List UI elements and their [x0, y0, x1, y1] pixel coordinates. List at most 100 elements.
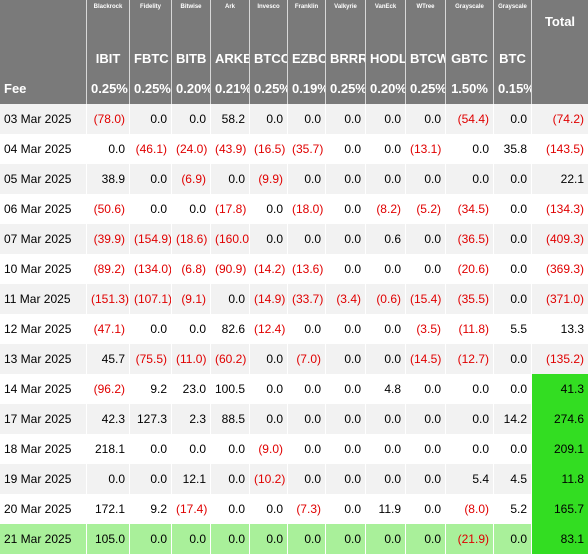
flow-cell: 0.0	[445, 374, 493, 404]
fee-cell: 0.20%	[171, 73, 210, 104]
issuer-cell: Bitwise	[171, 0, 210, 43]
flow-cell: (10.2)	[249, 464, 287, 494]
table-row: 13 Mar 2025 45.7 (75.5) (11.0) (60.2) 0.0 (7.0…	[0, 344, 588, 374]
flow-cell: 0.0	[210, 494, 249, 524]
flow-cell: 0.0	[325, 374, 365, 404]
total-cell: 22.1	[531, 164, 588, 194]
flow-cell: 0.0	[365, 164, 405, 194]
flow-cell: 0.0	[129, 464, 171, 494]
table-row: 12 Mar 2025 (47.1) 0.0 0.0 82.6 (12.4) 0.0 0.0 0…	[0, 314, 588, 344]
flow-cell: (78.0)	[86, 104, 129, 134]
flow-cell: 0.0	[129, 314, 171, 344]
flow-cell: (60.2)	[210, 344, 249, 374]
flow-cell: (46.1)	[129, 134, 171, 164]
flow-cell: (7.0)	[287, 344, 325, 374]
table-row: 06 Mar 2025 (50.6) 0.0 0.0 (17.8) 0.0 (18.0) 0.…	[0, 194, 588, 224]
flow-cell: 0.0	[365, 344, 405, 374]
fee-label: Fee	[0, 73, 86, 104]
date-cell: 10 Mar 2025	[0, 254, 86, 284]
flow-cell: 0.0	[325, 404, 365, 434]
issuer-cell: Invesco	[249, 0, 287, 43]
flow-cell: 0.0	[287, 524, 325, 554]
flow-cell: 0.0	[210, 284, 249, 314]
flow-cell: 0.0	[493, 254, 531, 284]
flow-cell: (35.5)	[445, 284, 493, 314]
date-cell: 18 Mar 2025	[0, 434, 86, 464]
issuer-cell: Fidelity	[129, 0, 171, 43]
flow-cell: 0.0	[493, 344, 531, 374]
total-cell: 209.1	[531, 434, 588, 464]
flow-cell: 0.0	[287, 104, 325, 134]
issuer-header-row: Blackrock Fidelity Bitwise Ark Invesco F…	[0, 0, 588, 43]
table-row: 04 Mar 2025 0.0 (46.1) (24.0) (43.9) (16.5) (3…	[0, 134, 588, 164]
flow-cell: 45.7	[86, 344, 129, 374]
flow-cell: 218.1	[86, 434, 129, 464]
flow-cell: (0.6)	[365, 284, 405, 314]
flow-cell: 0.0	[210, 434, 249, 464]
corner-cell	[0, 0, 86, 43]
flow-cell: (3.5)	[405, 314, 445, 344]
flow-cell: 0.0	[86, 134, 129, 164]
issuer-cell: Grayscale	[493, 0, 531, 43]
flow-cell: (7.3)	[287, 494, 325, 524]
table-row: 03 Mar 2025 (78.0) 0.0 0.0 58.2 0.0 0.0 0.0 0.0 0…	[0, 104, 588, 134]
flow-cell: 0.0	[249, 194, 287, 224]
flow-cell: (34.5)	[445, 194, 493, 224]
flow-cell: (3.4)	[325, 284, 365, 314]
ticker-cell: BRRR	[325, 43, 365, 73]
flow-cell: 105.0	[86, 524, 129, 554]
flow-cell: (14.5)	[405, 344, 445, 374]
flow-cell: 0.0	[86, 464, 129, 494]
flow-cell: 0.0	[365, 434, 405, 464]
fee-cell: 0.20%	[365, 73, 405, 104]
flow-cell: 0.0	[325, 344, 365, 374]
flow-cell: (8.2)	[365, 194, 405, 224]
total-cell: (135.2)	[531, 344, 588, 374]
total-cell: 41.3	[531, 374, 588, 404]
flow-cell: (13.6)	[287, 254, 325, 284]
date-cell: 05 Mar 2025	[0, 164, 86, 194]
total-header-spacer	[531, 43, 588, 73]
flow-cell: 0.0	[325, 194, 365, 224]
flow-cell: (11.0)	[171, 344, 210, 374]
total-cell: (143.5)	[531, 134, 588, 164]
fee-header-row: Fee 0.25% 0.25% 0.20% 0.21% 0.25% 0.19% …	[0, 73, 588, 104]
flow-cell: 0.0	[493, 284, 531, 314]
flow-cell: 82.6	[210, 314, 249, 344]
issuer-cell: Valkyrie	[325, 0, 365, 43]
flow-cell: 0.0	[405, 104, 445, 134]
flow-cell: (90.9)	[210, 254, 249, 284]
total-cell: 274.6	[531, 404, 588, 434]
fee-cell: 0.25%	[129, 73, 171, 104]
total-header: Total	[531, 0, 588, 43]
flow-cell: 0.0	[405, 224, 445, 254]
flow-cell: 0.0	[129, 524, 171, 554]
ticker-cell: FBTC	[129, 43, 171, 73]
total-cell: (74.2)	[531, 104, 588, 134]
flow-cell: (9.9)	[249, 164, 287, 194]
total-cell: 13.3	[531, 314, 588, 344]
flow-cell: 0.0	[210, 464, 249, 494]
flow-cell: 0.0	[405, 524, 445, 554]
flow-cell: 0.0	[325, 134, 365, 164]
flow-cell: 0.0	[325, 254, 365, 284]
table-row: 14 Mar 2025 (96.2) 9.2 23.0 100.5 0.0 0.0 0.0 4.…	[0, 374, 588, 404]
flow-cell: (18.0)	[287, 194, 325, 224]
ticker-cell: BTCO	[249, 43, 287, 73]
flow-cell: 0.0	[493, 524, 531, 554]
flow-cell: 0.0	[171, 194, 210, 224]
flow-cell: (154.9)	[129, 224, 171, 254]
flow-cell: 0.0	[287, 164, 325, 194]
total-cell: (409.3)	[531, 224, 588, 254]
flow-cell: (39.9)	[86, 224, 129, 254]
flow-cell: 0.0	[445, 134, 493, 164]
flow-cell: 42.3	[86, 404, 129, 434]
flow-cell: 0.0	[405, 434, 445, 464]
flow-cell: 2.3	[171, 404, 210, 434]
table-row: 19 Mar 2025 0.0 0.0 12.1 0.0 (10.2) 0.0 0.0 0.0 0…	[0, 464, 588, 494]
flow-cell: (33.7)	[287, 284, 325, 314]
date-cell: 17 Mar 2025	[0, 404, 86, 434]
flow-cell: 0.0	[493, 434, 531, 464]
flow-cell: 0.0	[249, 494, 287, 524]
total-cell: 83.1	[531, 524, 588, 554]
